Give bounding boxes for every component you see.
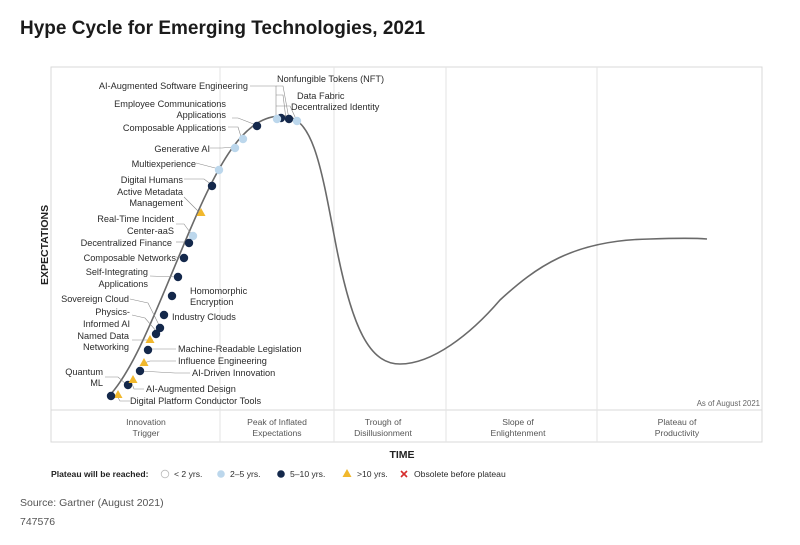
marker-self-integrating-applications [173, 272, 183, 282]
marker-composable-networks [179, 253, 189, 263]
phase-label-line2: Trigger [133, 428, 160, 438]
tech-label: Digital Humans [121, 175, 184, 185]
marker-ai-augmented-design [128, 375, 138, 383]
tech-label: Multiexperience [132, 159, 196, 169]
legend-swatch-obsolete [400, 470, 408, 478]
x-axis-label: TIME [389, 449, 414, 461]
tech-label: Influence Engineering [178, 356, 267, 366]
tech-label: Digital Platform Conductor Tools [130, 396, 261, 406]
tech-label: Nonfungible Tokens (NFT) [277, 74, 384, 84]
tech-label: Real-Time Incident [97, 214, 174, 224]
phase-label-line1: Trough of [365, 417, 402, 427]
marker-decentralized-identity [292, 116, 302, 126]
marker-multiexperience [214, 165, 224, 175]
legend-swatch-2to5 [217, 470, 225, 478]
tech-label: Machine-Readable Legislation [178, 344, 302, 354]
tech-label: Management [129, 198, 183, 208]
tech-label: AI-Augmented Design [146, 384, 236, 394]
phase-label-line1: Slope of [502, 417, 534, 427]
marker-influence-engineering [139, 358, 149, 366]
legend-item: < 2 yrs. [174, 469, 202, 479]
tech-label: Generative AI [154, 144, 210, 154]
tech-label: AI-Augmented Software Engineering [99, 81, 248, 91]
marker-nft [284, 114, 294, 124]
tech-label: AI-Driven Innovation [192, 368, 275, 378]
tech-label: Homomorphic [190, 286, 248, 296]
marker-decentralized-finance [184, 238, 194, 248]
chart-title: Hype Cycle for Emerging Technologies, 20… [20, 18, 426, 39]
marker-sovereign-cloud [155, 323, 165, 333]
marker-real-time-incident [188, 231, 198, 241]
phase-label-line2: Productivity [655, 428, 700, 438]
marker-ai-driven-innovation [135, 366, 145, 376]
document-id: 747576 [20, 516, 56, 528]
plot-frame [50, 66, 763, 443]
tech-label: Quantum [65, 367, 103, 377]
marker-ai-augmented-software-engineering [272, 114, 282, 124]
phase-label-line2: Enlightenment [491, 428, 547, 438]
y-axis-label: EXPECTATIONS [39, 205, 51, 285]
as-of-note: As of August 2021 [697, 399, 760, 408]
tech-label: Applications [98, 279, 148, 289]
marker-curve-start [106, 391, 116, 401]
legend-swatch-5to10 [277, 470, 285, 478]
legend-item: 2–5 yrs. [230, 469, 261, 479]
phase-label-line1: Innovation [126, 417, 166, 427]
marker-machine-readable-legislation [143, 345, 153, 355]
hype-curve [107, 115, 708, 398]
tech-label: Physics- [95, 307, 130, 317]
marker-generative-ai [230, 143, 240, 153]
legend-item: Obsolete before plateau [414, 469, 506, 479]
source-note: Source: Gartner (August 2021) [20, 497, 164, 509]
tech-label: Decentralized Finance [81, 238, 172, 248]
legend: Plateau will be reached: < 2 yrs. 2–5 yr… [51, 469, 506, 479]
legend-item: 5–10 yrs. [290, 469, 325, 479]
tech-markers [106, 113, 302, 401]
marker-employee-communications [252, 121, 262, 131]
marker-homomorphic-encryption [167, 291, 177, 301]
legend-swatch-lt2 [160, 469, 170, 479]
tech-label: Industry Clouds [172, 312, 236, 322]
marker-composable-applications [238, 134, 248, 144]
tech-label: Decentralized Identity [291, 102, 380, 112]
tech-label: Sovereign Cloud [61, 294, 129, 304]
marker-named-data-networking [145, 335, 155, 343]
tech-label: Encryption [190, 297, 233, 307]
legend-item: >10 yrs. [357, 469, 388, 479]
tech-label: Self-Integrating [86, 267, 148, 277]
tech-label: Active Metadata [117, 187, 184, 197]
tech-label: Center-aaS [127, 226, 174, 236]
phase-label-line2: Expectations [252, 428, 301, 438]
marker-industry-clouds [159, 310, 169, 320]
tech-label: Composable Networks [84, 253, 177, 263]
marker-physics-informed-ai [151, 329, 161, 339]
tech-label: Informed AI [83, 319, 130, 329]
marker-active-metadata-management [196, 208, 206, 216]
legend-title: Plateau will be reached: [51, 469, 149, 479]
legend-swatch-gt10 [342, 469, 352, 477]
phase-label-line1: Peak of Inflated [247, 417, 307, 427]
tech-label: Composable Applications [123, 123, 227, 133]
tech-label: ML [90, 378, 103, 388]
phase-label-line1: Plateau of [658, 417, 697, 427]
tech-label: Named Data [77, 331, 129, 341]
tech-label: Employee Communications [114, 99, 226, 109]
tech-labels: Nonfungible Tokens (NFT) Data Fabric Dec… [61, 74, 384, 406]
marker-digital-humans [207, 181, 217, 191]
tech-label: Applications [176, 110, 226, 120]
marker-digital-platform-conductor [113, 390, 123, 398]
tech-label: Networking [83, 342, 129, 352]
phase-label-line2: Disillusionment [354, 428, 412, 438]
phase-labels: Innovation Trigger Peak of Inflated Expe… [126, 417, 700, 438]
tech-label: Data Fabric [297, 91, 345, 101]
